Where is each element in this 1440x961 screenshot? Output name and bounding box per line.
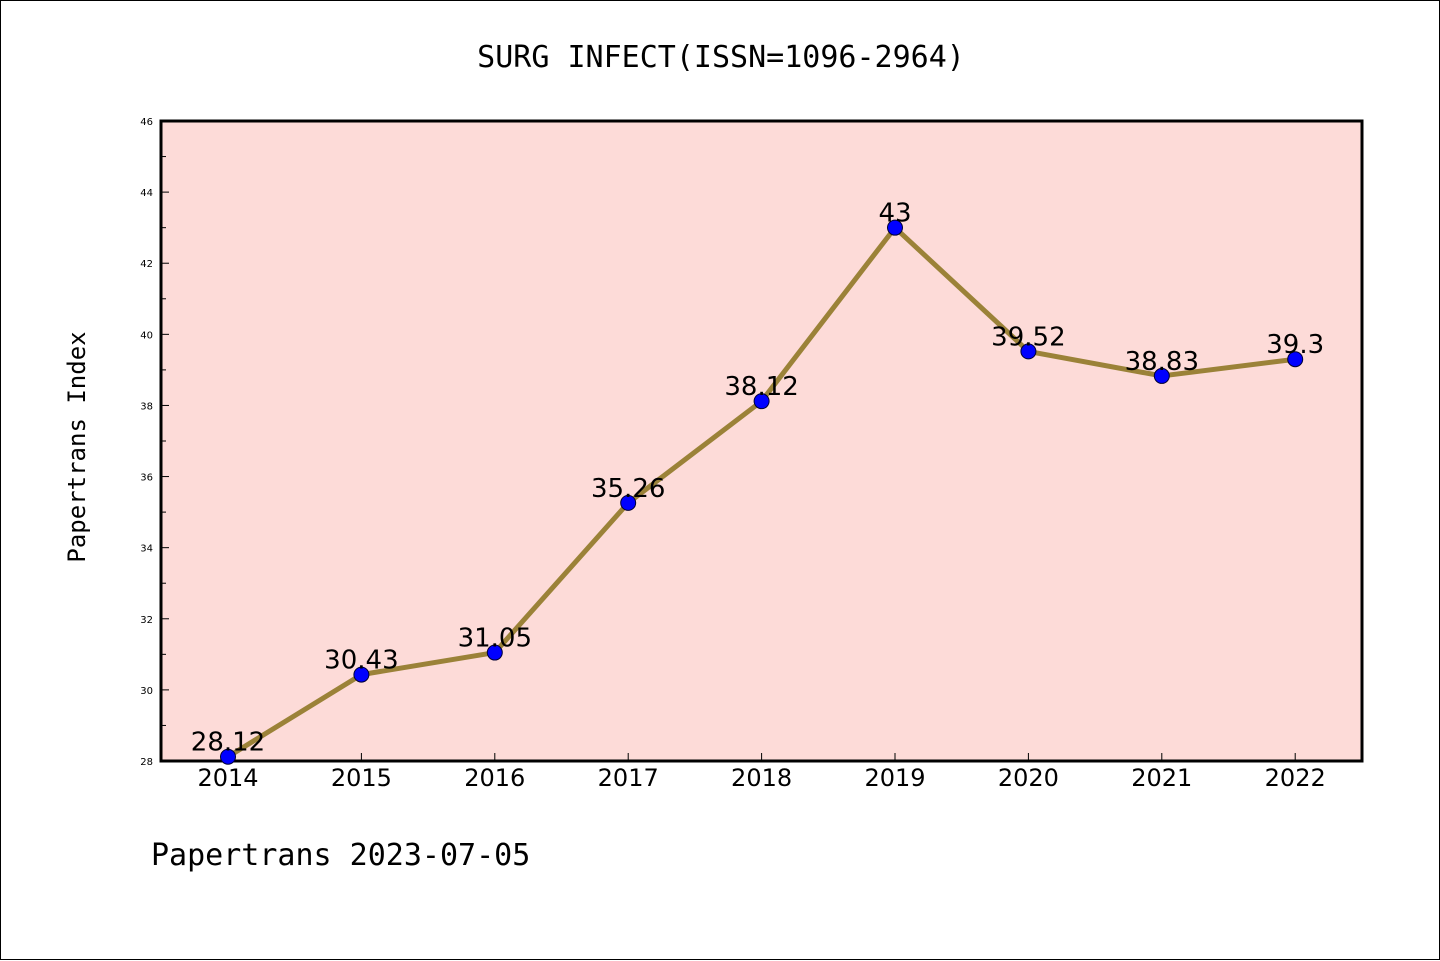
- x-tick-label: 2018: [731, 764, 792, 792]
- y-tick-label: 40: [140, 330, 153, 341]
- data-point: [753, 393, 770, 410]
- y-tick-label: 32: [140, 615, 153, 626]
- y-tick-label: 44: [140, 188, 153, 199]
- data-label: 39.52: [991, 322, 1065, 352]
- data-point: [220, 748, 236, 765]
- y-tick-label: 46: [140, 117, 153, 128]
- footer-text: Papertrans 2023-07-05: [151, 838, 530, 873]
- x-tick-label: 2019: [864, 764, 925, 792]
- data-label: 38.12: [724, 372, 798, 402]
- y-tick-label: 42: [140, 259, 153, 270]
- data-point: [1020, 343, 1037, 360]
- x-axis: 2014 2015 2016 2017 2018 2019 2020 2021 2022: [197, 753, 1326, 792]
- data-point: [1287, 351, 1304, 368]
- y-tick-label: 38: [140, 401, 153, 412]
- x-tick-label: 2020: [998, 764, 1059, 792]
- data-point: [620, 494, 637, 511]
- data-label: 39.3: [1266, 330, 1324, 360]
- x-tick-label: 2022: [1265, 764, 1326, 792]
- x-tick-label: 2015: [331, 764, 392, 792]
- data-point: [486, 644, 503, 661]
- x-tick-label: 2014: [197, 764, 258, 792]
- x-tick-label: 2017: [598, 764, 659, 792]
- y-axis-label: Papertrans Index: [63, 331, 91, 562]
- data-label: 35.26: [591, 474, 665, 504]
- y-tick-label: 36: [140, 473, 153, 484]
- chart-title: SURG INFECT(ISSN=1096-2964): [477, 40, 965, 75]
- data-label: 31.05: [458, 624, 532, 654]
- plot-area: [159, 119, 1364, 763]
- data-point: [1153, 367, 1170, 384]
- data-point: [353, 666, 370, 683]
- data-point: [887, 219, 903, 236]
- y-tick-label: 30: [140, 686, 153, 697]
- y-axis: 28 30 32 34 36 38 40 42 44 46: [140, 117, 169, 768]
- data-label: 38.83: [1125, 347, 1199, 377]
- y-tick-label: 34: [140, 544, 153, 555]
- x-tick-label: 2016: [464, 764, 525, 792]
- data-label: 30.43: [324, 646, 398, 676]
- data-series: 28.12 30.43 31.05 35.26 38.12 43 39.52 38.83 39.…: [191, 199, 1324, 765]
- data-label: 43: [878, 199, 911, 229]
- data-label: 28.12: [191, 728, 265, 758]
- x-tick-label: 2021: [1131, 764, 1192, 792]
- y-tick-label: 28: [140, 757, 153, 768]
